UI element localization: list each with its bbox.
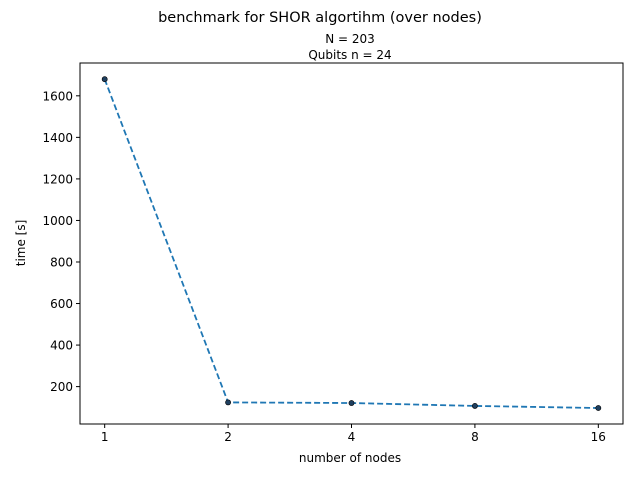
x-tick-label: 8 — [471, 430, 479, 444]
x-tick-label: 16 — [591, 430, 606, 444]
y-tick-label: 600 — [50, 297, 73, 311]
x-tick-label: 1 — [101, 430, 109, 444]
y-axis-label: time [s] — [14, 220, 28, 267]
plot-area — [101, 76, 602, 411]
x-tick-label: 4 — [348, 430, 356, 444]
chart-title-line-2: Qubits n = 24 — [308, 48, 391, 62]
y-tick-label: 200 — [50, 380, 73, 394]
data-point — [472, 403, 478, 409]
y-tick-label: 400 — [50, 339, 73, 353]
y-tick-label: 1200 — [42, 172, 73, 186]
x-tick-label: 2 — [224, 430, 232, 444]
x-axis-label: number of nodes — [299, 451, 401, 465]
series-line — [103, 78, 599, 409]
data-point — [225, 399, 231, 406]
y-axis-ticks: 200 400 600 800 1000 1200 1400 1600 — [42, 89, 80, 394]
data-point — [348, 400, 355, 406]
y-tick-label: 1000 — [42, 214, 73, 228]
y-tick-label: 1600 — [42, 89, 73, 103]
chart-suptitle: benchmark for SHOR algortihm (over nodes… — [158, 10, 482, 26]
axes-frame — [79, 62, 624, 425]
y-tick-label: 800 — [50, 255, 73, 269]
data-point — [595, 405, 602, 411]
y-tick-label: 1400 — [42, 131, 73, 145]
data-point — [101, 76, 108, 83]
chart-title-line-1: N = 203 — [325, 32, 375, 46]
x-axis-ticks: 1 2 4 8 16 — [101, 424, 606, 444]
